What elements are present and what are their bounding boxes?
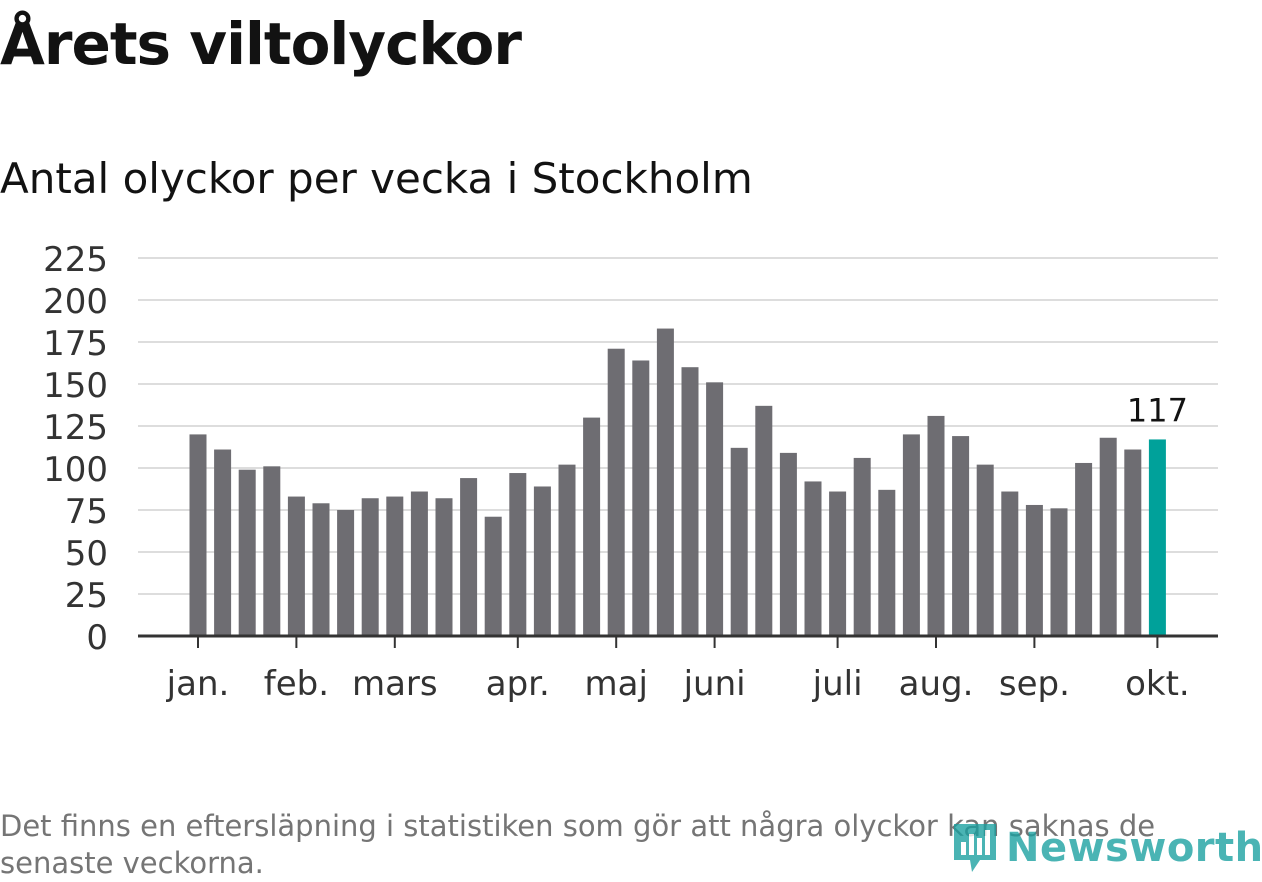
bar [755, 405, 773, 636]
bar [878, 489, 896, 636]
bar [386, 496, 404, 636]
x-tick-label: mars [352, 664, 438, 704]
x-axis-ticks: jan. feb. mars apr. maj juni juli aug. sep. okt. [166, 636, 1190, 704]
bar [632, 360, 650, 636]
bar [681, 367, 699, 636]
bar [1124, 449, 1142, 636]
bar [509, 473, 527, 636]
bar [902, 434, 920, 636]
bar [238, 469, 256, 636]
bar [189, 434, 207, 636]
chart-title: Årets viltolyckor [0, 10, 522, 78]
highlight-value-label: 117 [1127, 391, 1188, 429]
bar [1025, 504, 1043, 636]
x-tick-label: apr. [486, 664, 550, 704]
bar [927, 415, 945, 636]
bar [804, 481, 822, 636]
bar [312, 503, 330, 636]
x-tick-label: maj [584, 664, 647, 704]
gridlines [138, 257, 1218, 595]
bar [829, 491, 847, 636]
bar [730, 447, 748, 636]
y-tick-label: 100 [43, 450, 108, 490]
y-tick-label: 200 [43, 282, 108, 322]
bars [189, 328, 1166, 636]
bar [656, 328, 674, 636]
bar [410, 491, 428, 636]
bar [853, 457, 871, 636]
bar [952, 436, 970, 636]
bar [263, 466, 281, 636]
bar [214, 449, 232, 636]
bar [484, 516, 502, 636]
bar [1050, 508, 1068, 636]
logo-text: Newsworthy [1006, 825, 1262, 871]
bar-highlight [1148, 439, 1166, 636]
y-tick-label: 50 [65, 534, 108, 574]
bar [976, 464, 994, 636]
bar [779, 452, 797, 636]
y-tick-label: 150 [43, 366, 108, 406]
y-tick-label: 0 [86, 618, 108, 658]
y-tick-label: 25 [65, 576, 108, 616]
newsworthy-logo: Newsworthy [950, 820, 1262, 876]
x-tick-label: juli [812, 664, 863, 704]
bar [607, 348, 625, 636]
chart-subtitle: Antal olyckor per vecka i Stockholm [0, 154, 753, 203]
bar [706, 382, 724, 636]
x-tick-label: okt. [1125, 664, 1190, 704]
y-tick-label: 75 [65, 492, 108, 532]
x-tick-label: aug. [899, 664, 974, 704]
bar [361, 498, 379, 636]
bar [337, 510, 355, 636]
x-tick-label: feb. [264, 664, 329, 704]
bar [533, 486, 551, 636]
bar [583, 417, 601, 636]
x-tick-label: juni [683, 664, 746, 704]
bar [558, 464, 576, 636]
bar [287, 496, 305, 636]
bar [1075, 462, 1093, 636]
bar [1001, 491, 1019, 636]
newsworthy-logo-icon [954, 824, 996, 872]
y-tick-label: 225 [43, 240, 108, 280]
x-tick-label: sep. [999, 664, 1070, 704]
bar [435, 498, 453, 636]
x-tick-label: jan. [166, 664, 230, 704]
y-tick-label: 175 [43, 324, 108, 364]
bar [460, 478, 478, 636]
data-labels: 117 [1127, 391, 1188, 429]
y-tick-label: 125 [43, 408, 108, 448]
bar [1099, 437, 1117, 636]
